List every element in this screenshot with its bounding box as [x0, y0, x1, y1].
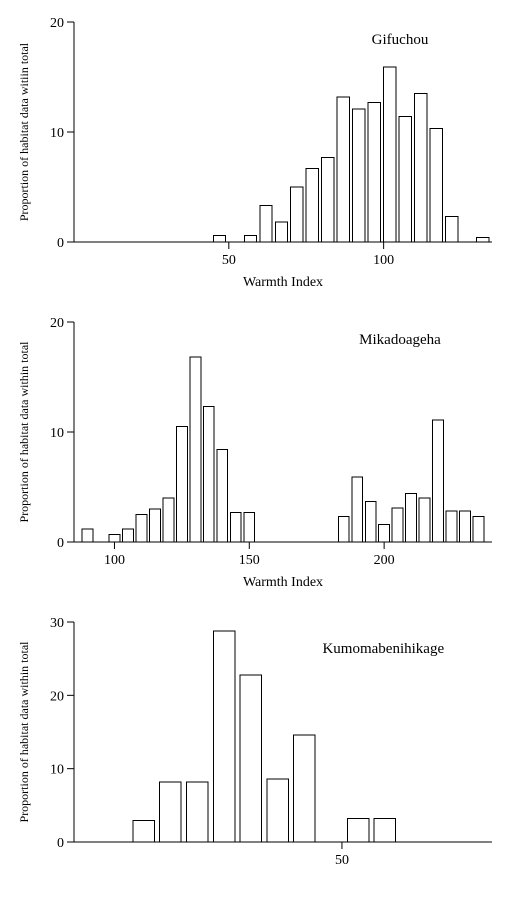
x-tick-label: 50 [335, 853, 349, 868]
y-tick-label: 30 [50, 616, 64, 631]
bar [136, 515, 147, 543]
bar [230, 512, 241, 542]
bar [353, 109, 365, 242]
bar [190, 357, 201, 542]
bar [415, 94, 427, 243]
bar [337, 97, 349, 242]
panel-title: Gifuchou [372, 32, 429, 48]
y-axis-label: Proportion of habitat data witiin total [17, 42, 31, 221]
bar [244, 235, 256, 242]
bar [109, 534, 120, 542]
bar [187, 782, 208, 842]
bar [244, 512, 255, 542]
bar [368, 102, 380, 242]
bar [217, 450, 228, 542]
bar [352, 477, 363, 542]
y-tick-label: 20 [50, 16, 64, 31]
bar [379, 524, 390, 542]
chart-svg-gifuchou: 50 100 0 10 20 Proportion of habitat data wit… [0, 0, 520, 300]
y-tick-label: 20 [50, 689, 64, 704]
bar [347, 819, 368, 842]
bar [163, 498, 174, 542]
bar [338, 517, 349, 542]
x-tick-label: 100 [104, 553, 125, 568]
y-axis-label: Proportion of habitat data within total [17, 641, 31, 823]
y-axis-label: Proportion of habitat data within total [17, 341, 31, 523]
bar [419, 498, 430, 542]
bar [406, 494, 417, 542]
y-tick-label: 20 [50, 316, 64, 331]
bar [267, 779, 288, 842]
panel-kumomabenihikage: 50 0 10 20 30 Proportion of habitat data with… [0, 600, 520, 900]
x-tick-label: 150 [239, 553, 260, 568]
bar [446, 511, 457, 542]
panel-title: Kumomabenihikage [322, 641, 444, 657]
bar [176, 427, 187, 543]
bar [433, 420, 444, 542]
x-tick-label: 200 [374, 553, 395, 568]
bar [260, 206, 272, 242]
bar [213, 631, 234, 842]
bar [477, 238, 489, 242]
panel-mikadoageha: 100 150 200 0 10 20 Proportion of habitat data… [0, 300, 520, 600]
bar [365, 501, 376, 542]
x-tick-label: 50 [222, 253, 236, 268]
y-tick-label: 10 [50, 763, 64, 778]
bar [384, 67, 396, 242]
bar [150, 509, 161, 542]
chart-svg-kumomabenihikage: 50 0 10 20 30 Proportion of habitat data with… [0, 600, 520, 900]
bar [306, 168, 318, 242]
y-tick-label: 0 [57, 536, 64, 551]
bar [374, 819, 395, 842]
bar [160, 782, 181, 842]
bar [460, 511, 471, 542]
bar [392, 508, 403, 542]
figure-container: { "figure": { "width": 520, "height": 90… [0, 0, 520, 903]
bar [240, 675, 261, 842]
x-tick-label: 100 [373, 253, 394, 268]
y-tick-label: 0 [57, 836, 64, 851]
bar [213, 235, 225, 242]
bar [291, 187, 303, 242]
bar [275, 222, 287, 242]
y-tick-label: 10 [50, 126, 64, 141]
y-tick-label: 10 [50, 426, 64, 441]
bar [446, 217, 458, 242]
panel-gifuchou: 50 100 0 10 20 Proportion of habitat data wit… [0, 0, 520, 300]
x-axis-label: Warmth Index [243, 575, 323, 590]
chart-svg-mikadoageha: 100 150 200 0 10 20 Proportion of habitat data… [0, 300, 520, 600]
bar [203, 407, 214, 542]
panel-title: Mikadoageha [359, 332, 441, 348]
bar [399, 117, 411, 242]
x-axis-label: Warmth Index [243, 275, 323, 290]
bar [322, 157, 334, 242]
bar [430, 129, 442, 242]
bar [294, 735, 315, 842]
bar [123, 529, 134, 542]
bar [473, 517, 484, 542]
bar [82, 529, 93, 542]
bar [133, 821, 154, 842]
y-tick-label: 0 [57, 236, 64, 251]
